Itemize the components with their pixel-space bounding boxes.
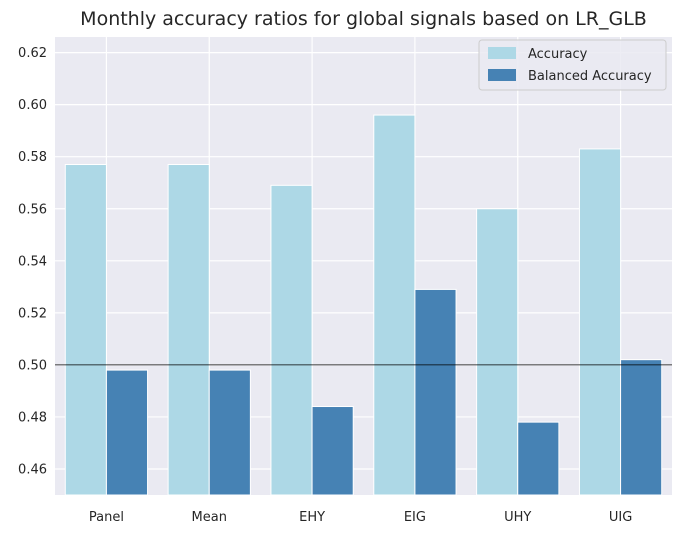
y-tick-label: 0.58 [18, 150, 47, 165]
legend-swatch [488, 69, 516, 81]
bar-balanced-accuracy-mean [208, 369, 251, 496]
bar-accuracy-mean [167, 164, 210, 496]
bar-balanced-accuracy-eig [414, 288, 457, 496]
legend: Accuracy Balanced Accuracy [478, 39, 667, 91]
y-tick-label: 0.48 [18, 410, 47, 425]
x-tick-label: Mean [192, 510, 227, 525]
bar-balanced-accuracy-panel [105, 369, 149, 496]
bar-balanced-accuracy-ehy [311, 406, 354, 496]
legend-swatch [488, 47, 516, 59]
bar-accuracy-ehy [270, 184, 313, 496]
y-tick-label: 0.60 [18, 98, 47, 113]
bar-balanced-accuracy-uig [620, 359, 663, 496]
bar-accuracy-uig [578, 148, 622, 496]
y-tick-label: 0.62 [18, 46, 47, 61]
y-tick-label: 0.54 [18, 254, 47, 269]
bar-accuracy-uhy [476, 208, 519, 496]
chart-title: Monthly accuracy ratios for global signa… [80, 8, 647, 30]
legend-label: Balanced Accuracy [528, 69, 652, 84]
y-tick-label: 0.46 [18, 462, 47, 477]
x-tick-label: UHY [504, 510, 531, 525]
bar-accuracy-panel [64, 164, 107, 496]
y-tick-label: 0.56 [18, 202, 47, 217]
x-tick-label: Panel [89, 510, 124, 525]
x-tick-label: UIG [609, 510, 632, 525]
bar-accuracy-eig [373, 114, 416, 496]
x-axis: Panel Mean EHY EIG UHY UIG [89, 510, 632, 525]
legend-label: Accuracy [528, 47, 588, 62]
y-tick-label: 0.50 [18, 358, 47, 373]
y-axis: 0.46 0.48 0.50 0.52 0.54 0.56 0.58 0.60 0.62 [18, 46, 47, 477]
bars [64, 114, 663, 496]
x-tick-label: EHY [299, 510, 325, 525]
plot-area [55, 37, 672, 495]
bar-balanced-accuracy-uhy [517, 421, 560, 496]
y-tick-label: 0.52 [18, 306, 47, 321]
legend-box [478, 39, 667, 91]
x-tick-label: EIG [404, 510, 426, 525]
